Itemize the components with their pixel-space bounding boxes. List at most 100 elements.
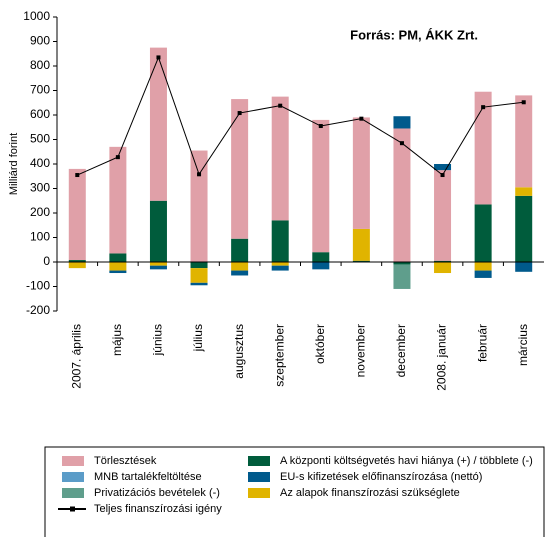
y-axis-label: Milliárd forint	[8, 133, 20, 195]
bar-segment	[515, 195, 533, 262]
legend-swatch	[62, 488, 84, 498]
bar-segment	[393, 264, 411, 289]
line-marker	[318, 124, 323, 129]
line-marker	[156, 55, 161, 60]
legend-label: MNB tartalékfeltöltése	[94, 471, 202, 483]
x-tick-label: augusztus	[232, 324, 246, 379]
x-tick-label: 2007. április	[69, 324, 83, 389]
y-tick-label: 700	[30, 83, 50, 97]
bar-segment	[149, 265, 167, 270]
line-marker	[197, 172, 202, 177]
bar-segment	[393, 116, 411, 129]
x-tick-label: május	[110, 324, 124, 356]
legend-label: EU-s kifizetések előfinanszírozása (nett…	[280, 471, 482, 483]
line-marker	[399, 141, 404, 146]
bar-segment	[515, 262, 533, 272]
bar-segment	[312, 252, 330, 262]
line-marker	[75, 173, 80, 178]
line-marker	[440, 173, 445, 178]
bar-segment	[271, 265, 289, 271]
x-tick-label: november	[354, 324, 368, 377]
bar-segment	[312, 119, 330, 253]
x-tick-label: március	[516, 324, 530, 366]
bar-segment	[474, 270, 492, 278]
bar-segment	[393, 128, 411, 262]
bar-segment	[109, 270, 127, 274]
bar-segment	[434, 164, 452, 171]
bar-segment	[109, 253, 127, 262]
bar-segment	[271, 262, 289, 266]
bar-segment	[109, 146, 127, 254]
bar-segment	[515, 187, 533, 196]
line-marker	[237, 111, 242, 116]
bar-segment	[231, 262, 249, 271]
bar-segment	[434, 262, 452, 274]
x-tick-label: 2008. január	[435, 324, 449, 391]
bar-segment	[190, 150, 208, 262]
legend-box	[44, 446, 545, 537]
legend-label: A központi költségvetés havi hiánya (+) …	[280, 455, 533, 467]
bar-segment	[474, 91, 492, 205]
bar-segment	[515, 95, 533, 188]
bar-segment	[190, 282, 208, 286]
y-tick-label: 400	[30, 156, 50, 170]
x-tick-label: szeptember	[272, 324, 286, 387]
bar-segment	[393, 262, 411, 265]
y-tick-label: 0	[43, 254, 50, 268]
bar-segment	[352, 260, 370, 262]
line-marker	[359, 116, 364, 121]
bar-segment	[271, 96, 289, 221]
y-tick-label: 100	[30, 230, 50, 244]
bar-segment	[68, 168, 86, 261]
x-tick-label: július	[191, 324, 205, 352]
legend-swatch	[248, 488, 270, 498]
y-tick-label: 500	[30, 132, 50, 146]
legend-label: Törlesztések	[94, 455, 157, 467]
bar-segment	[312, 262, 330, 270]
legend-swatch	[248, 472, 270, 482]
bar-segment	[271, 220, 289, 262]
bar-segment	[231, 99, 249, 239]
y-tick-label: 1000	[23, 9, 50, 23]
y-tick-label: -100	[26, 279, 50, 293]
bar-segment	[352, 228, 370, 261]
bar-segment	[352, 117, 370, 229]
x-tick-label: február	[475, 324, 489, 362]
line-marker	[115, 155, 120, 160]
annotation: Forrás: PM, ÁKK Zrt.	[350, 27, 478, 42]
legend-swatch	[62, 456, 84, 466]
x-tick-label: június	[151, 324, 165, 356]
bar-segment	[231, 270, 249, 276]
bar-segment	[434, 260, 452, 262]
y-tick-label: 200	[30, 205, 50, 219]
bar-segment	[68, 260, 86, 262]
x-tick-label: december	[394, 324, 408, 377]
y-tick-label: -200	[26, 303, 50, 317]
bar-segment	[149, 262, 167, 266]
legend-swatch	[248, 456, 270, 466]
y-tick-label: 600	[30, 107, 50, 121]
y-tick-label: 800	[30, 58, 50, 72]
bar-segment	[190, 268, 208, 283]
y-tick-label: 300	[30, 181, 50, 195]
bar-segment	[434, 170, 452, 261]
legend-label: Privatizációs bevételek (-)	[94, 487, 220, 499]
x-tick-label: október	[313, 324, 327, 364]
legend-swatch	[70, 506, 75, 512]
bar-segment	[109, 262, 127, 271]
legend-label: Az alapok finanszírozási szükséglete	[280, 487, 460, 499]
bar-segment	[68, 262, 86, 269]
line-marker	[278, 103, 283, 108]
bar-segment	[149, 47, 167, 201]
line-marker	[481, 105, 486, 110]
line-marker	[521, 100, 526, 105]
y-tick-label: 900	[30, 34, 50, 48]
bar-segment	[149, 200, 167, 262]
bar-segment	[231, 238, 249, 262]
legend-swatch	[62, 472, 84, 482]
line	[77, 56, 524, 176]
legend-label: Teljes finanszírozási igény	[94, 503, 222, 515]
bar-segment	[474, 204, 492, 262]
bar-segment	[190, 262, 208, 269]
